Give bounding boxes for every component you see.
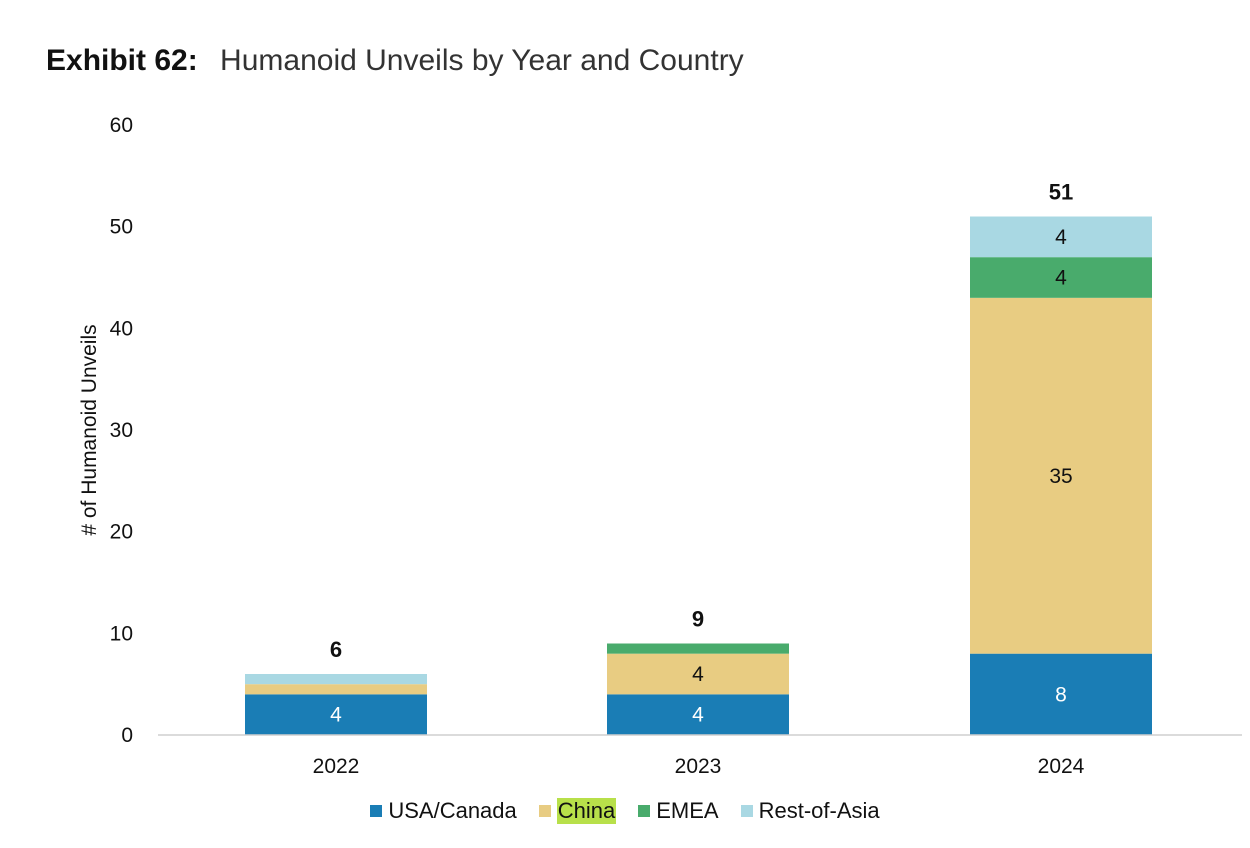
data-label: 4 <box>692 663 704 686</box>
y-tick-label: 20 <box>110 521 133 544</box>
legend-label: EMEA <box>656 798 719 823</box>
y-tick-label: 10 <box>110 622 133 645</box>
y-tick-label: 30 <box>110 419 133 442</box>
bar-segment <box>607 694 789 735</box>
total-label: 51 <box>1049 180 1073 205</box>
bar-segment <box>245 694 427 735</box>
bar-segment <box>970 653 1152 735</box>
y-tick-label: 40 <box>110 317 133 340</box>
data-label: 4 <box>692 704 704 727</box>
total-label: 6 <box>330 637 342 662</box>
exhibit-label: Exhibit 62: <box>46 44 198 77</box>
legend-item: USA/Canada <box>370 798 517 824</box>
page-title: Exhibit 62: Humanoid Unveils by Year and… <box>46 44 744 78</box>
legend-label: Rest-of-Asia <box>758 798 880 823</box>
y-tick-label: 0 <box>121 724 133 747</box>
x-tick-label: 2024 <box>1038 755 1085 778</box>
y-axis-ticks: 0 10 20 30 40 50 60 <box>110 114 133 747</box>
total-label: 9 <box>692 607 704 632</box>
data-label: 35 <box>1049 465 1072 488</box>
legend-item: Rest-of-Asia <box>740 798 880 824</box>
bar-segment <box>245 674 427 685</box>
legend-label: USA/Canada <box>388 798 517 823</box>
bar-segment <box>970 297 1152 654</box>
legend-item: China <box>538 798 617 824</box>
legend-swatch <box>740 805 753 817</box>
x-axis-ticks: 2022 2023 2024 <box>313 755 1085 778</box>
data-label: 8 <box>1055 683 1067 706</box>
bar-segment <box>245 684 427 695</box>
bar-segment <box>607 653 789 695</box>
data-label: 4 <box>1055 267 1067 290</box>
legend: USA/Canada China EMEA Rest-of-Asia <box>0 798 1250 824</box>
legend-swatch <box>638 805 651 817</box>
x-tick-label: 2022 <box>313 755 360 778</box>
legend-swatch <box>538 805 551 817</box>
bar-segment <box>607 643 789 654</box>
bars: 4 6 4 4 9 8 35 4 4 51 <box>245 180 1152 735</box>
y-axis-label: # of Humanoid Unveils <box>78 324 101 535</box>
legend-swatch <box>370 805 383 817</box>
y-tick-label: 50 <box>110 216 133 239</box>
data-label: 4 <box>1055 226 1067 249</box>
x-tick-label: 2023 <box>675 755 722 778</box>
exhibit-title: Humanoid Unveils by Year and Country <box>220 44 744 77</box>
data-label: 4 <box>330 704 342 727</box>
bar-segment <box>970 257 1152 298</box>
bar-segment <box>970 216 1152 258</box>
y-tick-label: 60 <box>110 114 133 137</box>
legend-item: EMEA <box>638 798 719 824</box>
legend-label: China <box>556 798 617 824</box>
